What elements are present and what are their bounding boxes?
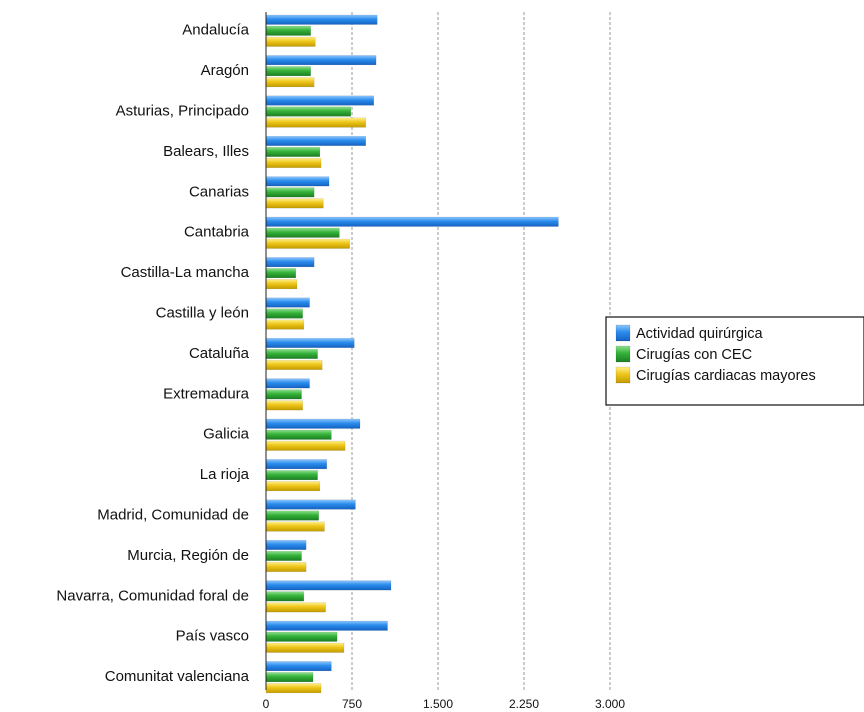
legend: Actividad quirúrgica Cirugías con CEC Ciru… (605, 316, 864, 406)
legend-label: Actividad quirúrgica (636, 326, 763, 342)
bar-canarias-cirugias-cardiacas-mayores (265, 198, 324, 209)
bar-castilla-y-leon-actividad-quirurgica (265, 297, 310, 308)
bars (265, 14, 559, 694)
bar-extremadura-cirugias-cardiacas-mayores (265, 400, 303, 411)
x-tick-label: 3.000 (595, 697, 625, 711)
bar-asturias-principado-cirugias-con-cec (265, 106, 352, 117)
category-labels: Andalucía Aragón Asturias, Principado Balea… (56, 22, 249, 685)
bar-galicia-actividad-quirurgica (265, 418, 361, 429)
category-label: Asturias, Principado (116, 103, 249, 120)
category-label: Madrid, Comunidad de (97, 507, 249, 524)
bar-cataluna-cirugias-con-cec (265, 348, 318, 359)
legend-swatch-cirugias-cardiacas-mayores (615, 366, 631, 384)
bar-murcia-region-de-cirugias-cardiacas-mayores (265, 561, 307, 572)
bar-castilla-y-leon-cirugias-con-cec (265, 308, 303, 319)
x-tick-label: 1.500 (423, 697, 453, 711)
x-tick-label: 0 (263, 697, 270, 711)
bar-galicia-cirugias-cardiacas-mayores (265, 440, 346, 451)
bar-murcia-region-de-actividad-quirurgica (265, 539, 307, 550)
bar-andalucia-cirugias-con-cec (265, 25, 311, 36)
legend-swatch-cirugias-con-cec (615, 345, 631, 363)
bar-castilla-la-mancha-actividad-quirurgica (265, 257, 315, 268)
bar-aragon-cirugias-cardiacas-mayores (265, 77, 315, 88)
category-label: La rioja (200, 466, 250, 483)
category-label: Cataluña (189, 345, 250, 362)
bar-asturias-principado-actividad-quirurgica (265, 95, 375, 106)
bar-canarias-actividad-quirurgica (265, 176, 330, 187)
bar-murcia-region-de-cirugias-con-cec (265, 550, 302, 561)
legend-swatch-actividad-quirurgica (615, 324, 631, 342)
bar-balears-illes-cirugias-cardiacas-mayores (265, 157, 322, 168)
bar-madrid-comunidad-de-cirugias-cardiacas-mayores (265, 521, 325, 532)
bar-cantabria-actividad-quirurgica (265, 216, 559, 227)
category-label: Cantabria (184, 224, 250, 241)
bar-cantabria-cirugias-con-cec (265, 227, 340, 238)
category-label: Comunitat valenciana (105, 668, 250, 685)
category-label: Castilla y león (156, 305, 249, 322)
legend-box (605, 316, 864, 406)
bar-navarra-comunidad-foral-de-actividad-quirurgica (265, 580, 392, 591)
category-label: Andalucía (182, 22, 249, 39)
category-label: Murcia, Región de (127, 547, 249, 564)
bar-andalucia-actividad-quirurgica (265, 14, 378, 25)
bar-pais-vasco-cirugias-cardiacas-mayores (265, 642, 345, 653)
bar-galicia-cirugias-con-cec (265, 429, 332, 440)
bar-cantabria-cirugias-cardiacas-mayores (265, 238, 350, 249)
bar-navarra-comunidad-foral-de-cirugias-cardiacas-mayores (265, 602, 326, 613)
bar-balears-illes-cirugias-con-cec (265, 146, 321, 157)
bar-extremadura-cirugias-con-cec (265, 389, 302, 400)
bar-la-rioja-cirugias-con-cec (265, 470, 318, 481)
category-label: Extremadura (163, 385, 250, 402)
category-label: Canarias (189, 183, 249, 200)
category-label: Castilla-La mancha (121, 264, 250, 281)
category-label: Galicia (203, 426, 250, 443)
bar-navarra-comunidad-foral-de-cirugias-con-cec (265, 591, 305, 602)
bar-pais-vasco-actividad-quirurgica (265, 620, 388, 631)
bar-pais-vasco-cirugias-con-cec (265, 631, 338, 642)
bar-asturias-principado-cirugias-cardiacas-mayores (265, 117, 367, 128)
bar-aragon-actividad-quirurgica (265, 55, 377, 66)
bar-castilla-y-leon-cirugias-cardiacas-mayores (265, 319, 305, 330)
bar-castilla-la-mancha-cirugias-cardiacas-mayores (265, 279, 298, 290)
bar-madrid-comunidad-de-actividad-quirurgica (265, 499, 356, 510)
bar-comunitat-valenciana-cirugias-con-cec (265, 672, 314, 683)
bar-extremadura-actividad-quirurgica (265, 378, 310, 389)
bar-comunitat-valenciana-actividad-quirurgica (265, 661, 332, 672)
bar-cataluna-actividad-quirurgica (265, 337, 355, 348)
legend-label: Cirugías cardiacas mayores (636, 368, 816, 384)
x-tick-label: 750 (342, 697, 362, 711)
category-label: Navarra, Comunidad foral de (56, 587, 249, 604)
bar-aragon-cirugias-con-cec (265, 66, 311, 77)
bar-canarias-cirugias-con-cec (265, 187, 315, 198)
legend-label: Cirugías con CEC (636, 347, 752, 363)
category-label: Aragón (201, 62, 249, 79)
bar-la-rioja-actividad-quirurgica (265, 459, 328, 470)
bar-castilla-la-mancha-cirugias-con-cec (265, 268, 297, 279)
bar-la-rioja-cirugias-cardiacas-mayores (265, 481, 321, 492)
category-label: Balears, Illes (163, 143, 249, 160)
category-label: País vasco (176, 628, 249, 645)
x-tick-labels: 0 750 1.500 2.250 3.000 (263, 697, 626, 711)
x-tick-label: 2.250 (509, 697, 539, 711)
bar-comunitat-valenciana-cirugias-cardiacas-mayores (265, 683, 322, 694)
bar-balears-illes-actividad-quirurgica (265, 135, 367, 146)
bar-andalucia-cirugias-cardiacas-mayores (265, 36, 316, 47)
bar-cataluna-cirugias-cardiacas-mayores (265, 359, 323, 370)
bar-madrid-comunidad-de-cirugias-con-cec (265, 510, 319, 521)
